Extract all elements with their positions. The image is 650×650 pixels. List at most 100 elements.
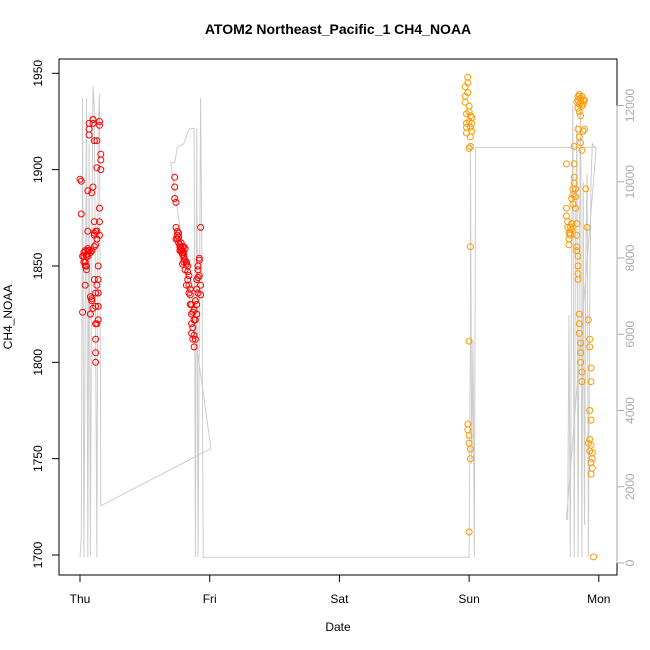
data-point-s0-29 [89,116,97,123]
data-point-s1-99 [587,416,595,424]
data-point-s1-52 [572,193,579,201]
x-tick-label-0: Thu [70,592,91,606]
y-tick-label-1: 1750 [31,445,45,472]
chart-title: ATOM2 Northeast_Pacific_1 CH4_NOAA [205,21,471,37]
data-point-s0-139 [179,260,186,268]
data-point-s0-119 [197,281,205,289]
data-point-s1-60 [574,270,582,278]
data-point-s1-42 [568,225,576,233]
data-point-s0-117 [197,223,205,231]
data-point-s0-102 [189,324,197,332]
data-point-s1-54 [573,220,581,228]
data-point-s1-14 [466,123,474,131]
y-tick-label-3: 1850 [31,252,45,279]
data-point-s0-69 [93,320,101,328]
data-point-s0-4 [79,308,87,316]
data-point-s1-109 [586,447,594,455]
data-point-s1-98 [586,407,594,414]
y2-tick-label-1: 2000 [623,473,637,500]
data-point-s0-28 [89,119,97,127]
data-point-s1-69 [578,378,586,386]
data-point-s1-87 [577,139,585,147]
data-point-s0-40 [92,358,100,366]
data-point-s0-65 [83,262,90,270]
data-point-s0-126 [194,274,202,281]
data-point-s1-22 [465,337,473,345]
data-point-s0-90 [182,258,190,266]
data-point-s1-95 [586,343,594,351]
y2-tick-label-3: 6000 [623,321,637,348]
data-point-s0-67 [80,252,88,260]
data-point-s1-96 [587,364,595,372]
data-point-s0-118 [197,291,205,299]
y2-tick-label-5: 10000 [623,165,637,199]
x-axis: Thu Fri Sat Sun Mon [70,574,610,606]
data-point-s0-72 [171,195,179,202]
data-point-s1-93 [584,316,592,324]
y-tick-label-2: 1800 [31,349,45,376]
data-point-s0-68 [92,227,100,235]
data-point-s1-29 [465,528,473,536]
data-point-s0-125 [193,310,201,318]
data-point-s1-25 [465,432,473,439]
data-point-s0-64 [84,245,92,253]
data-point-s1-94 [586,335,594,343]
data-point-s0-46 [94,276,102,283]
y2-tick-label-4: 8000 [623,244,637,271]
data-point-s0-31 [90,218,98,226]
y-axis-left: 1700 1750 1800 1850 1900 1950 [31,60,60,568]
data-point-s0-15 [84,227,92,235]
altitude-line [79,86,597,558]
data-point-s1-108 [584,439,592,447]
data-point-s0-76 [173,231,181,239]
plot-frame [58,58,618,576]
data-point-s1-39 [566,229,574,237]
y-tick-label-4: 1900 [31,156,45,183]
data-point-s0-123 [190,331,198,339]
data-point-s0-43 [93,164,101,172]
data-point-s0-115 [195,254,203,262]
data-point-s1-68 [578,368,586,376]
data-point-s0-0 [76,175,84,183]
data-point-s1-8 [464,79,472,87]
data-point-s0-129 [182,281,190,289]
data-point-s0-2 [77,210,85,218]
data-point-s1-81 [581,96,588,104]
data-point-s0-56 [97,156,105,164]
data-point-s1-30 [562,160,570,168]
data-point-s0-122 [189,308,197,316]
data-point-s0-114 [195,256,203,264]
x-axis-label: Date [325,620,351,634]
y2-tick-label-6: 12000 [623,88,637,122]
data-point-s0-134 [176,247,184,255]
data-point-s1-20 [465,144,473,152]
data-point-s1-103 [588,455,596,463]
x-tick-label-4: Mon [587,592,610,606]
data-point-s0-120 [186,285,194,293]
data-point-s1-31 [562,204,570,212]
data-point-s0-33 [90,243,98,251]
data-point-s1-2 [461,98,469,106]
data-point-s1-61 [574,276,582,283]
data-point-s1-58 [574,252,582,260]
data-point-s0-9 [81,281,89,289]
data-point-s1-10 [465,102,473,110]
data-point-s1-13 [466,112,474,120]
data-point-s0-107 [191,335,199,343]
data-point-s0-39 [92,349,100,357]
data-point-s1-66 [577,349,585,357]
data-point-s0-108 [193,301,201,308]
data-point-s0-121 [188,301,195,308]
data-point-s1-106 [587,470,595,478]
data-point-s0-106 [191,297,199,305]
data-point-s1-16 [466,143,474,150]
data-point-s1-80 [579,100,587,108]
data-point-s0-49 [94,316,102,324]
data-point-s0-34 [90,276,98,283]
y2-tick-label-0: 0 [623,559,637,566]
y-tick-label-5: 1950 [31,60,45,87]
data-point-s1-53 [572,204,579,212]
data-point-s0-70 [171,173,179,181]
data-point-s0-59 [92,241,100,249]
data-point-s0-47 [94,289,102,297]
